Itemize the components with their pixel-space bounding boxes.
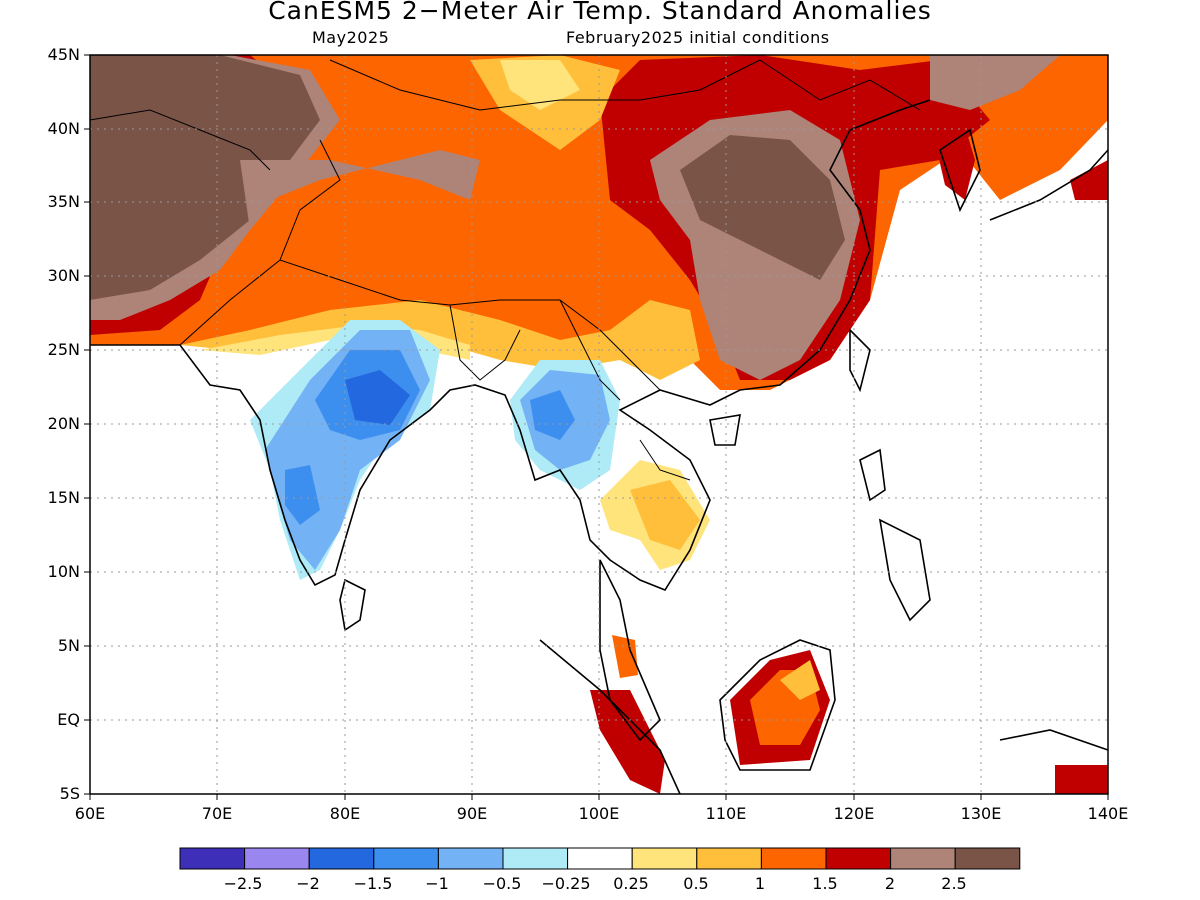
malay-warm: [612, 635, 638, 678]
map-title: CanESM5 2−Meter Air Temp. Standard Anoma…: [268, 0, 932, 25]
brown-tibet: [240, 150, 480, 230]
lon-label: 70E: [201, 804, 233, 823]
colorbar-swatch: [954, 847, 1021, 870]
colorbar-swatch: [373, 847, 439, 870]
colorbar-label: 1: [754, 874, 766, 893]
lon-label: 140E: [1087, 804, 1129, 823]
lat-label: 30N: [47, 266, 80, 285]
lon-label: 100E: [578, 804, 620, 823]
coastlines: [90, 99, 1109, 795]
colorbar-swatch: [631, 847, 698, 870]
warm-indochina-2: [630, 480, 700, 550]
colorbar-label: −2.5: [223, 874, 263, 893]
colorbar-swatch: [437, 847, 504, 870]
anomaly-field: [90, 55, 1108, 794]
lat-label: 10N: [47, 562, 80, 581]
cold-india-4: [345, 370, 410, 425]
lon-label: 80E: [329, 804, 361, 823]
colorbar-label: 0.5: [683, 874, 709, 893]
colorbar-label: −2: [296, 874, 320, 893]
colorbar-swatch: [502, 847, 569, 870]
korea-red: [930, 110, 975, 200]
lat-label: EQ: [57, 710, 80, 729]
colorbar-swatch: [567, 847, 633, 870]
colorbar-swatch: [244, 847, 310, 870]
lon-label: 120E: [833, 804, 875, 823]
lat-label: 5S: [59, 784, 80, 803]
colorbar: [179, 847, 1021, 870]
cold-india-5: [285, 465, 320, 525]
colorbar-label: 2: [884, 874, 896, 893]
colorbar-swatch: [696, 847, 762, 870]
graticule: [90, 55, 1108, 794]
forecast-month: May2025: [312, 28, 390, 47]
borneo-warm-3: [780, 660, 820, 700]
lat-label: 25N: [47, 340, 80, 359]
country-borders: [89, 59, 921, 481]
colorbar-swatch: [890, 847, 956, 870]
colorbar-label: 2.5: [941, 874, 967, 893]
lat-label: 15N: [47, 488, 80, 507]
lat-label: 40N: [47, 119, 80, 138]
colorbar-label: −1: [425, 874, 449, 893]
lon-label: 110E: [705, 804, 747, 823]
colorbar-label: 1.5: [812, 874, 838, 893]
colorbar-label: −1.5: [353, 874, 393, 893]
lon-label: 60E: [74, 804, 106, 823]
sumatra-warm: [590, 690, 665, 794]
brown-ne: [930, 55, 1060, 110]
darkbrown-east: [680, 135, 845, 280]
lat-label: 5N: [57, 636, 80, 655]
axis-ticks: [84, 54, 1109, 800]
lat-label: 35N: [47, 192, 80, 211]
png-red: [1055, 765, 1108, 794]
cold-myanmar-3: [530, 390, 575, 440]
colorbar-label: −0.5: [482, 874, 522, 893]
lon-label: 130E: [960, 804, 1002, 823]
lat-label: 45N: [47, 45, 80, 64]
darkbrown-west: [90, 55, 320, 300]
colorbar-label: 0.25: [613, 874, 649, 893]
lat-label: 20N: [47, 414, 80, 433]
colorbar-label: −0.25: [541, 874, 591, 893]
lightyellow-tibet: [500, 60, 580, 110]
colorbar-swatch: [308, 847, 375, 870]
japan-red: [1070, 160, 1108, 200]
colorbar-swatch: [179, 847, 246, 870]
colorbar-swatch: [760, 847, 827, 870]
lon-label: 90E: [456, 804, 488, 823]
initial-conditions: February2025 initial conditions: [566, 28, 830, 47]
colorbar-swatch: [825, 847, 892, 870]
